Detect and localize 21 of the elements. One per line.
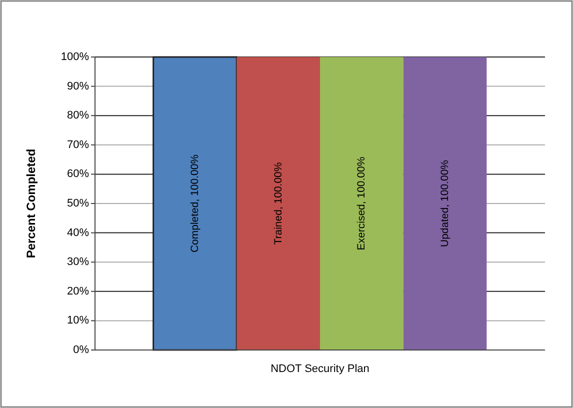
data-label: , 100.00% [272, 162, 284, 210]
data-label: , 100.00% [439, 160, 451, 208]
data-label: , 100.00% [189, 154, 201, 202]
y-tick-label: 70% [66, 138, 90, 151]
series-label: Completed [189, 202, 201, 253]
series-label: Trained [272, 209, 284, 245]
y-tick-label: 30% [66, 256, 90, 268]
series-label: Updated [439, 207, 451, 247]
series-label: Exercised [356, 204, 368, 250]
y-tick-label: 60% [66, 168, 90, 180]
y-tick-label: 10% [66, 314, 90, 327]
y-tick-label: 80% [66, 110, 90, 122]
y-tick-label: 50% [66, 198, 90, 210]
x-axis-title: NDOT Security Plan [270, 363, 370, 375]
y-tick-label: 40% [66, 226, 90, 239]
y-axis-title: Percent Completed [24, 148, 38, 258]
y-tick-label: 20% [66, 285, 90, 298]
data-label: , 100.00% [356, 156, 368, 204]
y-tick-label: 0% [73, 344, 90, 356]
y-tick-label: 100% [60, 51, 90, 63]
y-tick-label: 90% [66, 80, 90, 92]
